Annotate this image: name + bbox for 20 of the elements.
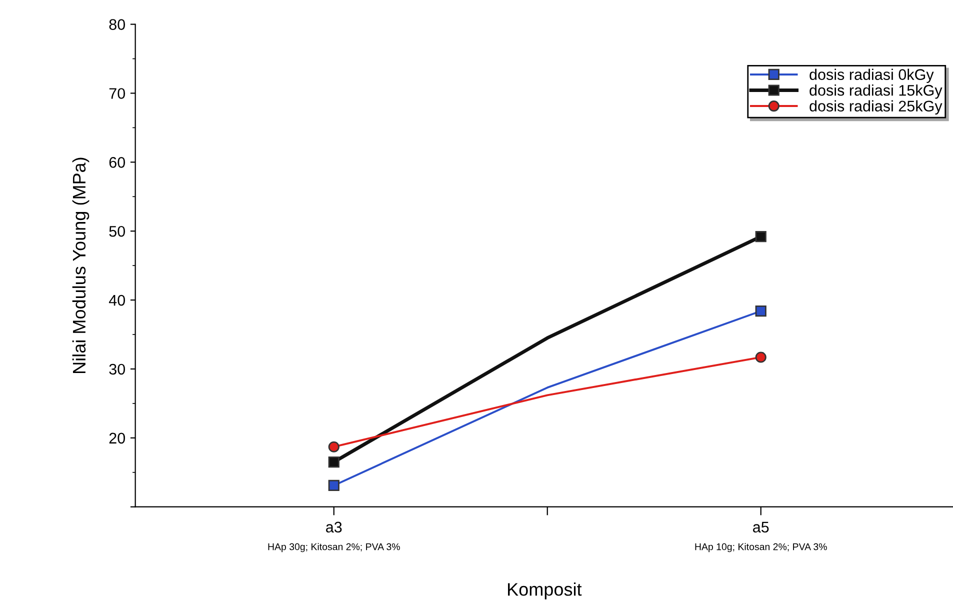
point [755,352,766,363]
point [755,231,766,242]
x-tick-label: a5 HAp 10g; Kitosan 2%; PVA 3% [695,522,827,552]
y-tick-label: 40 [108,294,126,306]
y-tick-label: 60 [109,157,126,168]
legend-label: dosis radiasi 15kGy [810,84,942,99]
y-tick-label: 50 [109,226,126,237]
x-tick-label: a3 HAp 30g; Kitosan 2%; PVA 3% [268,522,400,552]
y-axis-title: Nilai Modulus Young (MPa) [72,158,90,373]
point [328,480,340,492]
y-tick-label: 20 [109,432,126,444]
legend-label: dosis radiasi 0kGy [810,68,934,83]
y-tick-label: 80 [109,19,126,30]
point [328,441,340,452]
y-tick-label: 70 [109,88,126,99]
y-tick-label: 30 [109,364,126,375]
legend-label: dosis radiasi 25kGy [810,100,942,115]
x-axis-title: Komposit [508,582,582,600]
point [328,456,340,468]
point [755,306,766,317]
